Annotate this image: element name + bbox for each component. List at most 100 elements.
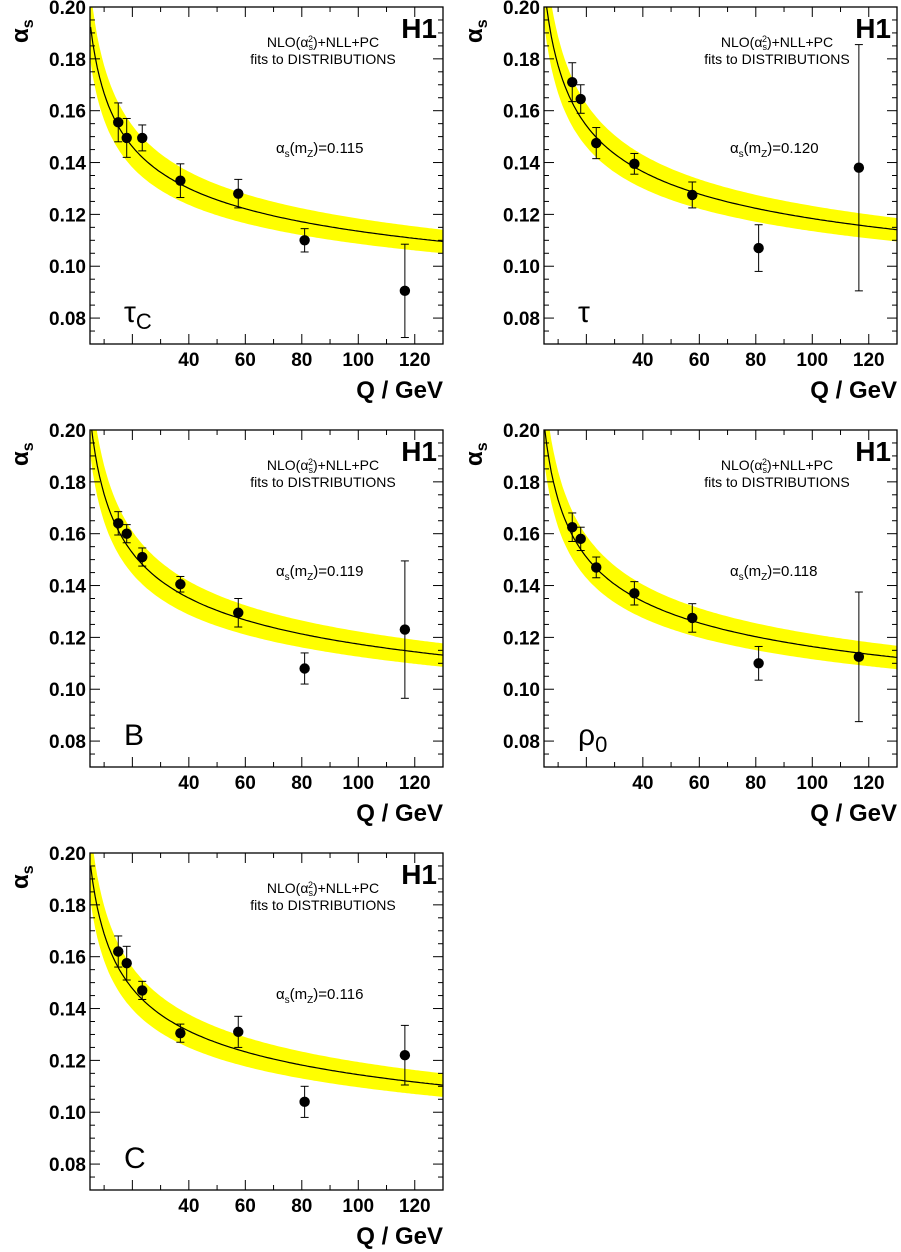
y-tick-label: 0.16 (49, 102, 86, 123)
data-marker (113, 117, 124, 128)
y-tick-label: 0.12 (49, 628, 86, 649)
x-tick-label: 40 (632, 773, 653, 794)
x-tick-label: 120 (853, 350, 885, 371)
experiment-label: H1 (855, 436, 891, 467)
y-tick-label: 0.10 (49, 1103, 86, 1124)
y-tick-label: 0.20 (503, 0, 540, 19)
x-tick-label: 80 (291, 1196, 312, 1217)
data-marker (299, 663, 310, 674)
y-tick-label: 0.14 (49, 154, 86, 175)
x-tick-label: 100 (342, 1196, 374, 1217)
alpha-mz-label: αs(mZ)=0.116 (276, 986, 363, 1006)
variable-label: ρ0 (578, 719, 607, 757)
x-tick-label: 80 (291, 773, 312, 794)
x-tick-label: 100 (342, 350, 374, 371)
y-tick-label: 0.18 (49, 473, 86, 494)
y-tick-label: 0.16 (503, 102, 540, 123)
data-marker (629, 588, 640, 599)
data-marker (233, 1026, 244, 1038)
x-tick-label: 100 (342, 773, 374, 794)
data-point (137, 124, 148, 152)
y-axis-title: αs (7, 19, 37, 43)
x-tick-label: 80 (291, 350, 312, 371)
x-tick-label: 100 (796, 773, 828, 794)
panel-c: 40 60 80 100 120 0.08 0.10 0.12 0.14 0.16 0.18 0.20… (7, 844, 444, 1250)
x-tick-label: 120 (399, 773, 431, 794)
y-tick-label: 0.08 (503, 309, 540, 330)
data-point (121, 945, 132, 981)
uncertainty-band (90, 7, 443, 254)
fit-note-line2: fits to DISTRIBUTIONS (704, 474, 849, 490)
data-point (175, 575, 186, 593)
data-point (121, 117, 132, 158)
data-point (853, 591, 865, 723)
data-point (113, 511, 124, 536)
fit-curve (544, 430, 897, 658)
y-axis-title: αs (7, 865, 37, 889)
experiment-label: H1 (401, 436, 437, 467)
fit-note-line2: fits to DISTRIBUTIONS (704, 51, 849, 67)
data-point (753, 224, 764, 272)
data-marker (567, 522, 578, 533)
x-axis-title: Q / GeV (356, 1223, 443, 1250)
data-point (113, 102, 124, 143)
data-point (299, 652, 310, 685)
data-point (575, 526, 586, 552)
fit-note-line1: NLO(αs2)+NLL+PC (267, 34, 379, 52)
data-marker (567, 76, 578, 88)
x-tick-label: 80 (745, 350, 766, 371)
data-point (567, 512, 578, 542)
data-marker (753, 242, 764, 254)
data-marker (175, 175, 186, 186)
data-marker (575, 533, 586, 545)
fit-curve (546, 7, 897, 231)
data-marker (853, 651, 865, 663)
data-point (591, 556, 602, 579)
alpha-mz-value: 0.120 (781, 140, 819, 157)
x-tick-label: 40 (632, 350, 653, 371)
data-marker (399, 285, 411, 297)
data-marker (175, 579, 186, 590)
data-point (175, 1023, 186, 1043)
x-axis-title: Q / GeV (810, 800, 897, 827)
y-tick-label: 0.20 (49, 844, 86, 865)
uncertainty-band (90, 853, 443, 1097)
data-point (233, 598, 244, 628)
fit-curve (90, 865, 443, 1086)
data-point (121, 524, 132, 544)
experiment-label: H1 (401, 859, 437, 890)
y-tick-label: 0.14 (503, 154, 540, 175)
alpha-mz-value: 0.118 (781, 563, 817, 580)
x-tick-label: 60 (689, 350, 710, 371)
data-marker (121, 132, 132, 144)
y-tick-label: 0.10 (49, 257, 86, 278)
x-tick-label: 60 (235, 773, 256, 794)
panel-tau-c: 40 60 80 100 120 0.08 0.10 0.12 0.14 0.16 0.18 0.20… (7, 0, 444, 404)
data-marker (233, 607, 244, 618)
alpha-mz-label: αs(mZ)=0.115 (276, 140, 363, 160)
fit-note-line1: NLO(αs2)+NLL+PC (721, 34, 833, 52)
x-axis-title: Q / GeV (356, 800, 443, 827)
data-point (753, 645, 764, 681)
alpha-mz-value: 0.116 (327, 986, 363, 1003)
data-marker (399, 1050, 411, 1061)
uncertainty-band (544, 7, 897, 242)
y-tick-label: 0.14 (503, 577, 540, 598)
alpha-mz-value: 0.115 (327, 140, 363, 157)
y-tick-label: 0.16 (503, 525, 540, 546)
y-tick-label: 0.18 (49, 896, 86, 917)
y-tick-label: 0.18 (49, 50, 86, 71)
variable-label: τ (578, 296, 590, 329)
data-marker (121, 957, 132, 969)
data-point (399, 1024, 411, 1086)
fit-note-line2: fits to DISTRIBUTIONS (250, 474, 395, 490)
data-marker (137, 985, 148, 996)
experiment-label: H1 (855, 13, 891, 44)
data-point (567, 62, 578, 103)
data-point (137, 547, 148, 567)
data-marker (137, 551, 148, 563)
y-axis-title: αs (461, 19, 491, 43)
fit-note-line2: fits to DISTRIBUTIONS (250, 897, 395, 913)
y-tick-label: 0.16 (49, 948, 86, 969)
